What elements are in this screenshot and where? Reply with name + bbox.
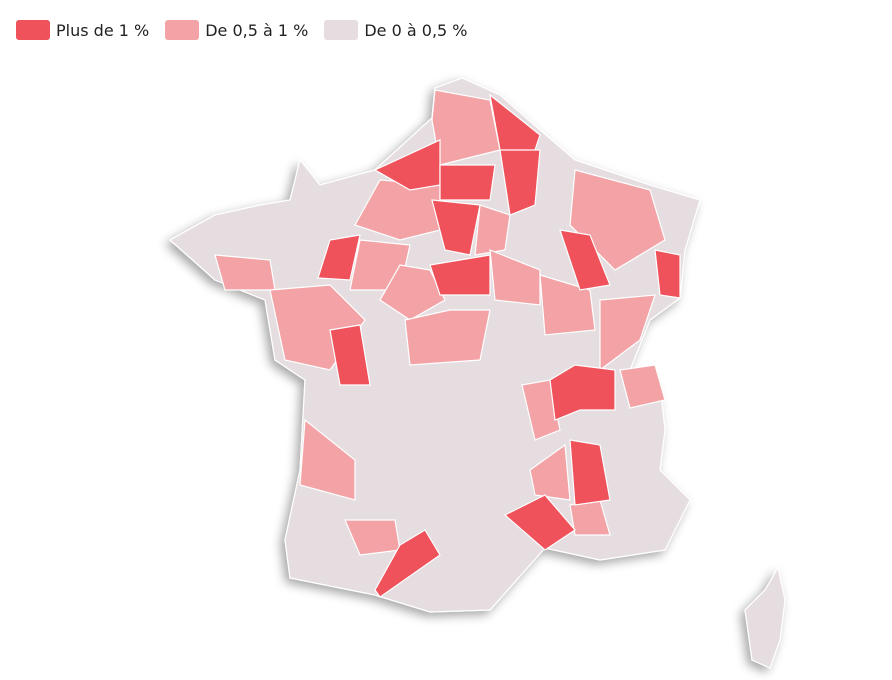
department — [374, 529, 441, 598]
department — [329, 324, 371, 386]
department — [474, 204, 511, 256]
legend-item: Plus de 1 % — [16, 20, 149, 40]
department — [299, 418, 356, 501]
department — [499, 149, 541, 216]
department — [599, 294, 656, 372]
department — [529, 443, 571, 501]
corsica — [744, 566, 786, 669]
department — [429, 254, 491, 296]
department — [503, 494, 576, 551]
department — [439, 164, 496, 201]
legend-swatch — [16, 20, 50, 40]
department — [379, 264, 446, 321]
department — [431, 199, 481, 256]
departments — [214, 89, 681, 598]
legend-label: Plus de 1 % — [56, 20, 150, 40]
department — [654, 249, 681, 299]
legend-item: De 0 à 0,5 % — [324, 20, 468, 40]
department — [317, 234, 361, 281]
department — [549, 364, 616, 421]
legend-swatch — [165, 20, 200, 40]
department — [489, 249, 541, 306]
department — [521, 379, 561, 441]
department — [404, 309, 491, 366]
department — [559, 229, 611, 291]
legend-swatch — [324, 20, 359, 40]
legend-label: De 0,5 à 1 % — [205, 20, 309, 40]
legend-item: De 0,5 à 1 % — [165, 20, 308, 40]
legend: Plus de 1 % De 0,5 à 1 % De 0 à 0,5 % — [16, 20, 468, 40]
department — [569, 439, 611, 506]
department — [214, 254, 276, 291]
department — [431, 89, 501, 166]
legend-label: De 0 à 0,5 % — [364, 20, 468, 40]
department — [619, 364, 666, 409]
